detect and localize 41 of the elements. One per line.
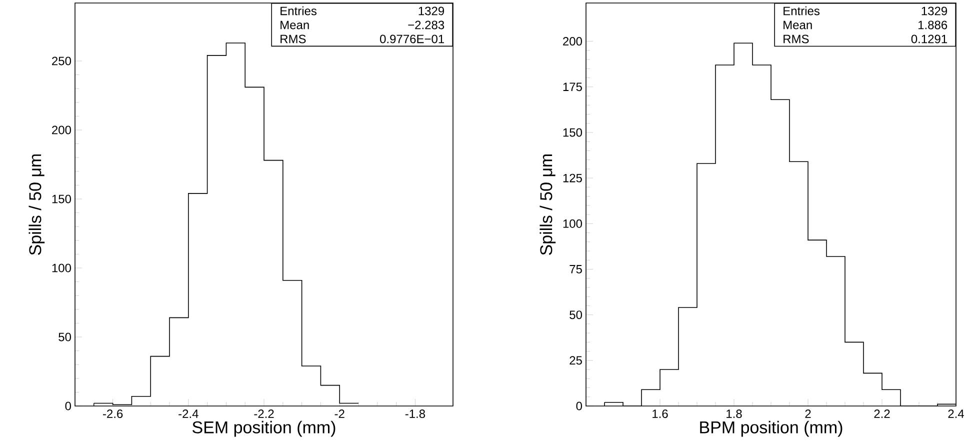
y-tick-label: 100	[563, 219, 582, 228]
annotation: −2.283	[408, 20, 444, 30]
annotation: 1.886	[918, 20, 948, 30]
x-axis-title: SEM position (mm)	[192, 420, 336, 437]
annotation: Entries	[784, 6, 820, 16]
x-tick-label: 1.8	[726, 410, 742, 418]
y-tick-label: 200	[52, 126, 72, 134]
annotation: 1329	[922, 6, 948, 16]
x-tick-label: 2.2	[874, 410, 890, 418]
x-tick-label: -2.4	[178, 410, 198, 418]
annotation: Mean	[280, 20, 309, 30]
x-tick-label: -2.6	[103, 410, 123, 418]
y-tick-label: 50	[58, 332, 72, 342]
y-tick-label: 125	[563, 174, 582, 182]
annotation: 0.9776E−01	[380, 34, 444, 44]
y-tick-label: 200	[563, 37, 582, 46]
y-tick-label: 75	[570, 265, 582, 274]
x-axis-title: BPM position (mm)	[700, 420, 842, 437]
annotation: 0.1291	[911, 34, 948, 44]
y-tick-label: 50	[570, 310, 582, 320]
y-tick-label: 150	[52, 194, 72, 204]
annotation: Entries	[280, 6, 317, 16]
x-tick-label: 2.4	[948, 410, 964, 418]
y-tick-label: 100	[52, 264, 72, 272]
y-axis-title: Spills / 50 μm	[28, 154, 45, 255]
annotation: RMS	[784, 34, 809, 44]
annotation: Mean	[784, 20, 812, 30]
annotation: 1329	[418, 6, 444, 16]
x-tick-label: -2.2	[254, 410, 274, 418]
y-axis-title: Spills / 50 μm	[540, 154, 556, 255]
y-tick-label: 0	[576, 402, 582, 410]
y-tick-label: 250	[52, 56, 72, 66]
x-tick-label: -2	[334, 410, 344, 418]
x-tick-label: 1.6	[652, 410, 668, 418]
y-tick-label: 175	[563, 82, 582, 92]
y-tick-label: 0	[65, 402, 72, 410]
x-tick-label: -1.8	[405, 410, 426, 418]
y-tick-label: 25	[570, 356, 582, 365]
y-tick-label: 150	[563, 128, 582, 137]
x-tick-label: 2	[805, 410, 811, 418]
annotation: RMS	[280, 34, 306, 44]
